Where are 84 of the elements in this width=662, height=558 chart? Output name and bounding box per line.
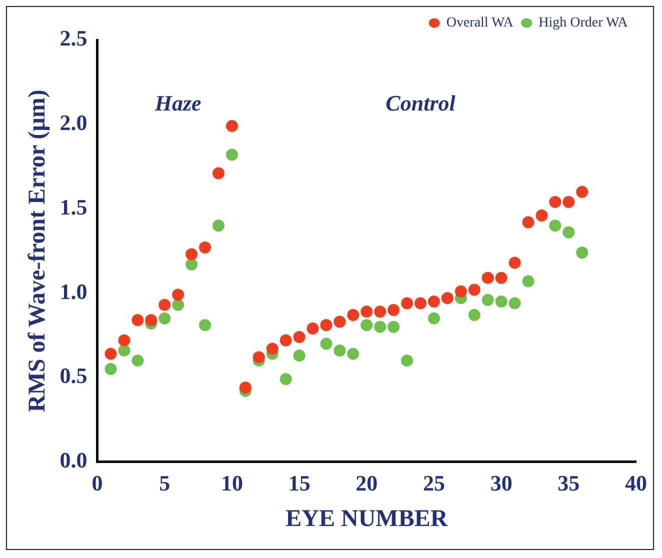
point <box>118 334 130 346</box>
x-tick-label: 25 <box>422 470 445 496</box>
point <box>158 298 171 311</box>
point <box>522 216 534 228</box>
point <box>293 330 306 343</box>
x-tick-label: 5 <box>159 470 170 496</box>
point <box>186 258 198 270</box>
x-tick-label: 15 <box>288 470 310 496</box>
point <box>104 363 117 376</box>
point <box>293 350 306 362</box>
y-tick-label: 2.5 <box>60 26 88 51</box>
point <box>388 304 400 316</box>
y-axis-title: RMS of Wave-front Error (μm) <box>24 90 51 412</box>
point <box>508 256 521 269</box>
x-tick-label: 0 <box>92 470 103 496</box>
point <box>454 285 467 298</box>
point <box>401 354 414 367</box>
point <box>334 344 346 356</box>
annotation: Haze <box>154 90 202 116</box>
point <box>172 298 184 311</box>
legend-label: High Order WA <box>538 16 629 31</box>
point <box>158 312 171 324</box>
point <box>199 319 212 332</box>
point <box>145 314 158 326</box>
point <box>549 220 562 232</box>
x-tick-label: 10 <box>220 470 243 496</box>
point <box>495 296 508 308</box>
point <box>306 322 319 335</box>
annotation: Control <box>386 90 456 116</box>
point <box>360 319 373 332</box>
y-tick-label: 1.0 <box>60 278 88 304</box>
point <box>252 351 265 364</box>
point <box>266 342 278 355</box>
point <box>482 272 494 284</box>
x-tick-label: 40 <box>625 470 647 496</box>
point <box>320 319 332 332</box>
y-tick-label: 0.0 <box>60 447 88 472</box>
x-tick-label: 30 <box>490 470 512 496</box>
point <box>212 167 225 180</box>
point <box>495 272 508 284</box>
point <box>414 297 427 310</box>
point <box>347 348 360 360</box>
point <box>482 294 494 306</box>
point <box>562 226 575 238</box>
point <box>468 284 480 296</box>
point <box>536 209 548 222</box>
point <box>374 320 386 333</box>
point <box>186 248 198 260</box>
point <box>468 309 480 322</box>
point <box>347 309 360 322</box>
point <box>118 344 130 356</box>
point <box>280 373 292 386</box>
point <box>334 316 346 328</box>
y-tick-label: 0.5 <box>60 363 88 388</box>
point <box>549 196 562 208</box>
x-axis-title: EYE NUMBER <box>286 506 448 532</box>
point <box>360 306 373 318</box>
point <box>576 186 588 198</box>
y-tick-label: 2.0 <box>60 110 88 136</box>
point <box>199 242 212 254</box>
point <box>508 297 521 310</box>
point <box>401 297 414 310</box>
point <box>441 292 454 304</box>
x-tick-label: 35 <box>558 470 580 496</box>
point <box>320 338 332 350</box>
legend-label: Overall WA <box>446 16 514 31</box>
point <box>280 334 292 346</box>
point <box>132 314 144 326</box>
point <box>212 220 225 232</box>
y-tick-label: 1.5 <box>60 194 88 220</box>
x-tick-label: 20 <box>356 470 378 496</box>
point <box>226 120 238 132</box>
point <box>562 196 575 208</box>
point <box>226 148 238 161</box>
point <box>388 320 400 333</box>
point <box>172 288 184 301</box>
point <box>239 382 252 394</box>
point <box>428 296 440 308</box>
point <box>576 246 588 259</box>
point <box>132 354 144 367</box>
point <box>374 306 386 318</box>
point <box>522 275 534 288</box>
point <box>104 348 117 360</box>
point <box>428 312 440 324</box>
